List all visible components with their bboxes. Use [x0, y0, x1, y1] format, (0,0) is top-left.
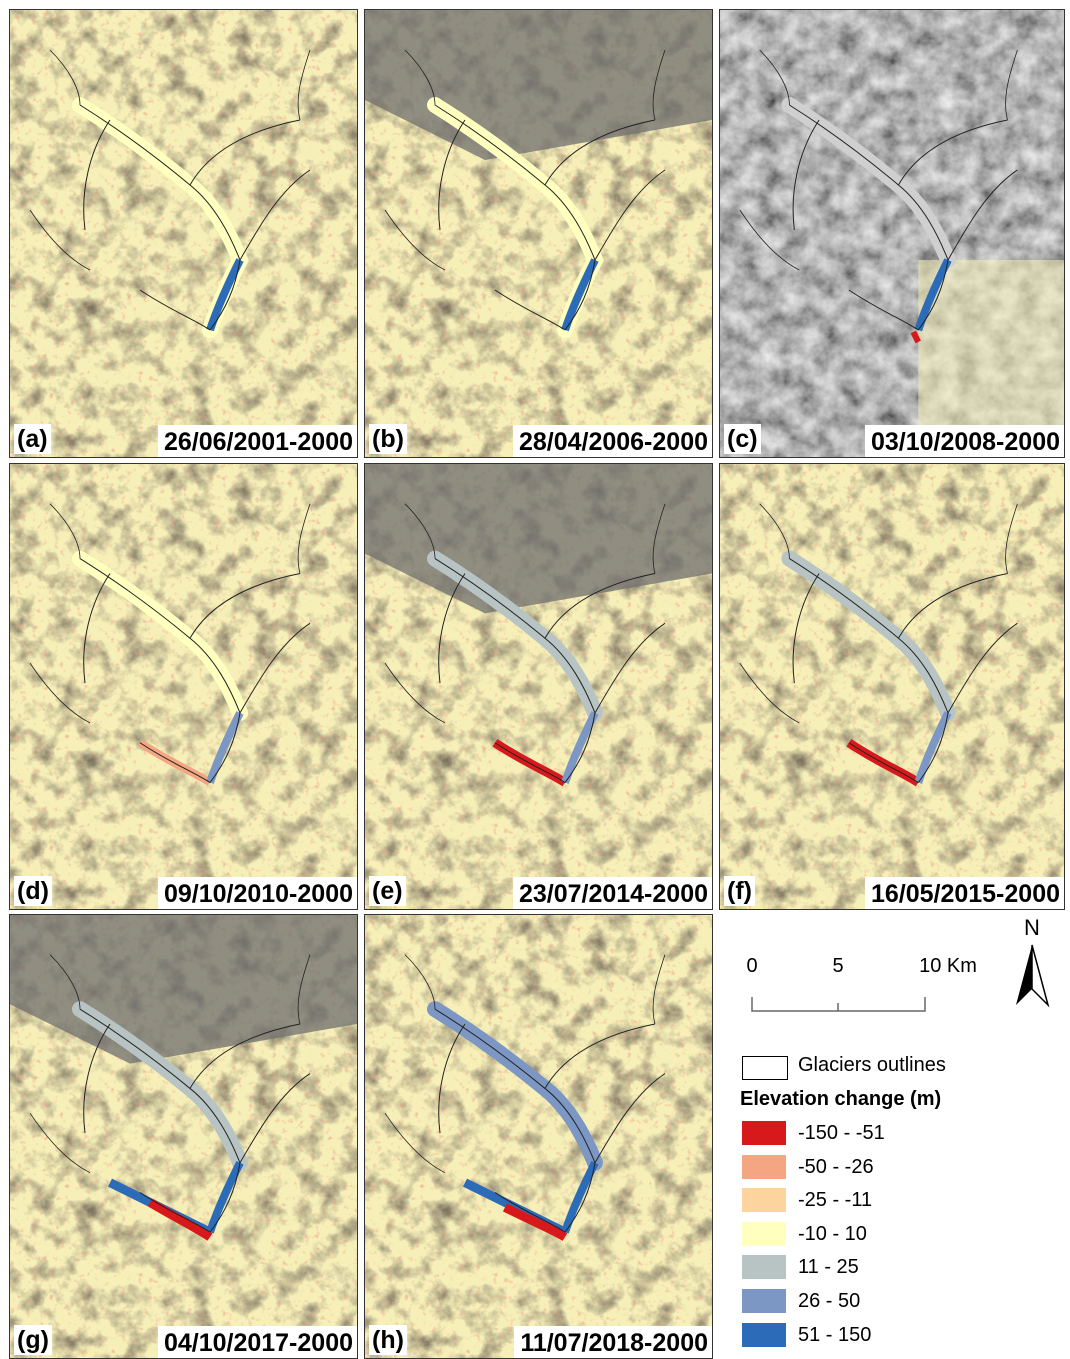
legend-swatch: [742, 1188, 786, 1213]
panel-letter: (c): [724, 424, 761, 454]
panel-letter: (g): [14, 1325, 52, 1355]
legend-swatch: [742, 1322, 786, 1347]
panel-letter: (f): [724, 876, 755, 906]
elevation-change-map: [365, 915, 712, 1358]
legend-class-label: 11 - 25: [798, 1256, 859, 1279]
map-panel-c: (c) 03/10/2008-2000: [719, 9, 1065, 458]
legend-title: Elevation change (m): [740, 1088, 942, 1110]
legend-class-item: -25 - -11: [740, 1184, 1040, 1218]
panel-date-label: 11/07/2018-2000: [514, 1326, 712, 1358]
map-panel-f: (f) 16/05/2015-2000: [719, 463, 1065, 910]
elevation-change-map: [365, 464, 712, 909]
north-label: N: [1024, 915, 1040, 940]
legend-class-label: -25 - -11: [798, 1189, 873, 1212]
map-panel-b: (b) 28/04/2006-2000: [364, 9, 713, 458]
legend-class-item: 11 - 25: [740, 1251, 1040, 1285]
elevation-change-map: [10, 10, 357, 457]
legend-class-item: -50 - -26: [740, 1151, 1040, 1185]
map-panel-h: (h) 11/07/2018-2000: [364, 914, 713, 1359]
panel-letter: (d): [14, 876, 52, 906]
legend-outline-entry: Glaciers outlines: [740, 1052, 1040, 1084]
panel-date-label: 26/06/2001-2000: [157, 425, 357, 457]
elevation-change-map: [720, 10, 1064, 457]
panel-date-label: 04/10/2017-2000: [157, 1326, 357, 1358]
legend-class-item: -150 - -51: [740, 1117, 1040, 1151]
legend-classes: -150 - -51 -50 - -26 -25 - -11 -10 - 10 11 -…: [740, 1117, 1040, 1352]
scale-bar: 0 5 10 Km: [740, 955, 977, 1015]
legend-class-item: 51 - 150: [740, 1319, 1040, 1353]
panel-date-label: 23/07/2014-2000: [512, 877, 712, 909]
elevation-change-map: [720, 464, 1064, 909]
panel-letter: (b): [369, 424, 407, 454]
legend-swatch: [742, 1121, 786, 1145]
legend-class-label: -50 - -26: [798, 1155, 874, 1178]
panel-date-label: 16/05/2015-2000: [864, 877, 1064, 909]
map-panel-a: (a) 26/06/2001-2000: [9, 9, 358, 458]
map-panel-e: (e) 23/07/2014-2000: [364, 463, 713, 910]
outline-swatch: [742, 1056, 788, 1080]
scale-bar-line: [751, 997, 926, 1012]
elevation-change-map: [365, 10, 712, 457]
legend-label: Glaciers outlines: [798, 1054, 946, 1076]
legend-class-label: -10 - 10: [798, 1222, 867, 1245]
legend-swatch: [742, 1154, 786, 1179]
legend-class-item: -10 - 10: [740, 1218, 1040, 1252]
map-panel-d: (d) 09/10/2010-2000: [9, 463, 358, 910]
panel-letter: (a): [14, 424, 51, 454]
legend-class-label: 26 - 50: [798, 1289, 861, 1312]
scale-tick-label: 5: [832, 955, 844, 977]
legend-class-item: 26 - 50: [740, 1285, 1040, 1319]
panel-letter: (h): [369, 1325, 407, 1355]
panel-date-label: 09/10/2010-2000: [157, 877, 357, 909]
panel-letter: (e): [369, 876, 406, 906]
panel-date-label: 03/10/2008-2000: [864, 425, 1064, 457]
legend-swatch: [742, 1288, 786, 1313]
panel-date-label: 28/04/2006-2000: [512, 425, 712, 457]
elevation-change-map: [10, 464, 357, 909]
scale-tick-label: 0: [746, 955, 758, 977]
map-panel-g: (g) 04/10/2017-2000: [9, 914, 358, 1359]
legend-swatch: [742, 1221, 786, 1246]
legend-swatch: [742, 1255, 786, 1280]
legend-class-label: 51 - 150: [798, 1323, 872, 1346]
legend: Glaciers outlines Elevation change (m) -…: [740, 1052, 1040, 1352]
legend-class-label: -150 - -51: [798, 1122, 885, 1144]
north-arrow-icon: [1016, 944, 1050, 1008]
north-arrow: N: [1010, 915, 1054, 1010]
elevation-change-map: [10, 915, 357, 1358]
scale-tick-label: 10 Km: [919, 955, 977, 977]
